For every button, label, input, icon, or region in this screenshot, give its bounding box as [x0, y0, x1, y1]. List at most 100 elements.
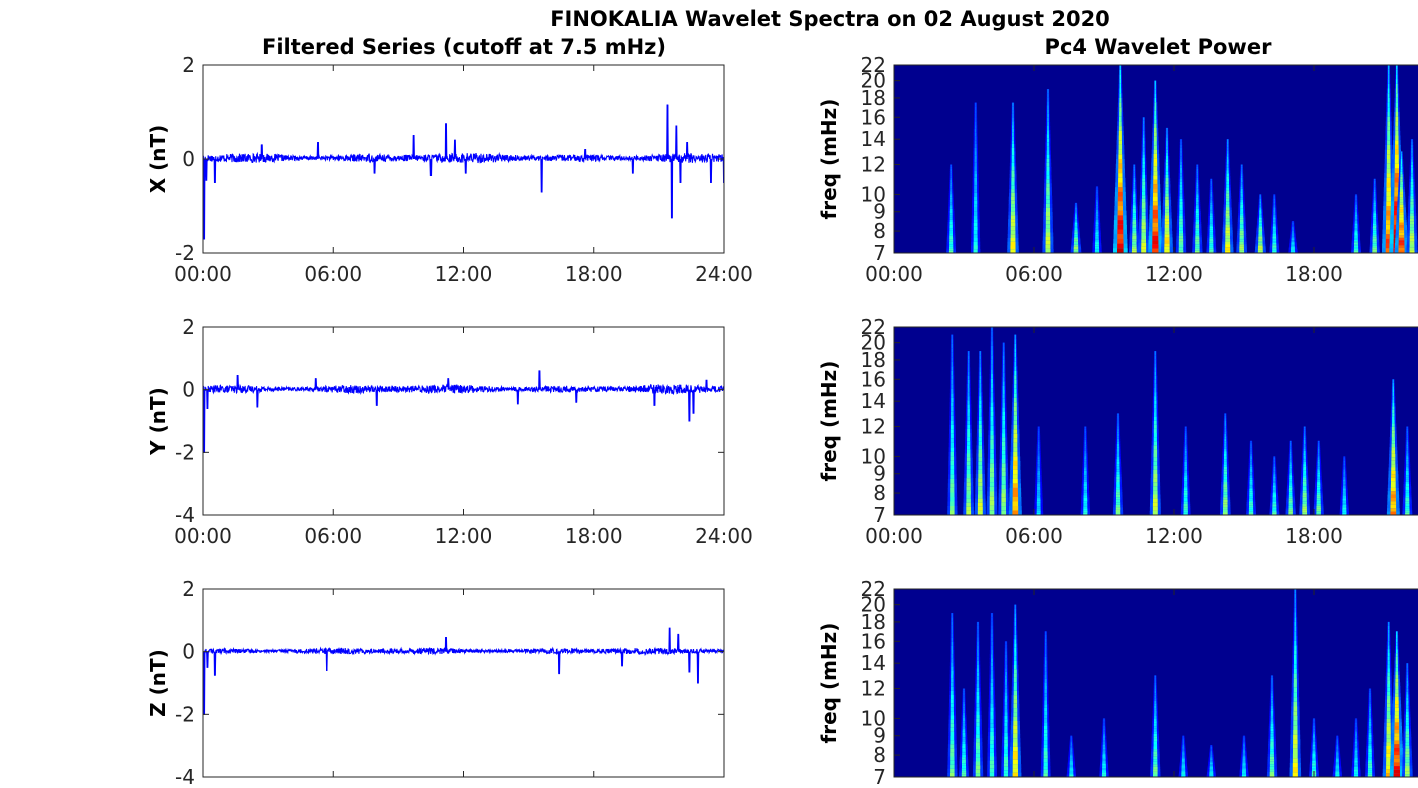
power-burst: [1266, 675, 1278, 777]
power-burst: [946, 164, 957, 253]
power-burst: [1149, 351, 1161, 515]
power-burst: [1112, 413, 1124, 515]
power-burst: [963, 351, 974, 515]
power-burst: [947, 334, 958, 515]
power-burst: [1008, 334, 1022, 515]
x-tick-label: 06:00: [304, 524, 362, 548]
y-tick-label: 12: [861, 415, 886, 439]
x-tick-label: 18:00: [1285, 262, 1343, 286]
y-tick-label: 16: [861, 367, 886, 391]
power-burst: [1332, 735, 1342, 777]
x-tick-label: 12:00: [1145, 262, 1203, 286]
power-burst: [1206, 178, 1217, 253]
y-tick-label: 8: [873, 743, 886, 767]
x-tick-label: 06:00: [1005, 262, 1063, 286]
power-burst: [1239, 735, 1249, 777]
power-burst: [1070, 202, 1082, 253]
power-burst: [1382, 621, 1395, 777]
y-tick-label: 18: [861, 86, 886, 110]
figure-title: FINOKALIA Wavelet Spectra on 02 August 2…: [550, 7, 1110, 31]
power-burst: [1007, 102, 1019, 253]
y-tick-label: 2: [182, 315, 195, 339]
y-tick-label: 2: [182, 577, 195, 601]
y-tick-label: 7: [873, 241, 886, 265]
power-burst: [1365, 688, 1375, 777]
y-tick-label: 20: [861, 69, 886, 93]
y-tick-label: 22: [861, 577, 886, 601]
y-tick-label: 20: [861, 331, 886, 355]
power-burst: [1221, 139, 1234, 253]
power-burst: [1269, 456, 1280, 515]
y-tick-label: -4: [175, 503, 195, 527]
power-burst: [1254, 194, 1266, 253]
y-tick-label: 12: [861, 153, 886, 177]
y-tick-label: 7: [873, 503, 886, 527]
y-tick-label: 18: [861, 348, 886, 372]
y-tick-label: 0: [182, 378, 195, 402]
y-axis-label: X (nT): [146, 125, 170, 194]
x-tick-label: 00:00: [174, 262, 232, 286]
y-tick-label: 10: [861, 706, 886, 730]
y-axis-label: freq (mHz): [817, 99, 841, 220]
data-line: [203, 104, 724, 240]
y-tick-label: 22: [861, 53, 886, 77]
timeseries-panel-x: -2 0 2 00:00 06:00 12:00 18:00 24:00 X (nT): [146, 53, 753, 286]
left-column-title: Filtered Series (cutoff at 7.5 mHz): [262, 35, 666, 59]
x-tick-label: 06:00: [1005, 524, 1063, 548]
y-tick-label: 8: [873, 481, 886, 505]
power-burst: [971, 102, 981, 253]
power-burst: [1406, 139, 1418, 253]
power-burst: [1138, 117, 1150, 253]
power-burst: [1236, 164, 1247, 253]
x-tick-label: 18:00: [565, 262, 623, 286]
right-column-title: Pc4 Wavelet Power: [1045, 35, 1273, 59]
wavelet-power-panel-1: 7891012141618202200:0006:0012:0018:0000f…: [817, 53, 1418, 286]
y-tick-label: -4: [175, 765, 195, 788]
timeseries-panel-z: -4 -2 0 2 Z (nT): [146, 577, 725, 788]
y-tick-label: -2: [175, 440, 195, 464]
power-burst: [1099, 718, 1109, 777]
power-burst: [1285, 440, 1296, 515]
x-tick-label: 18:00: [1285, 524, 1343, 548]
power-burst: [1299, 426, 1310, 515]
power-burst: [1175, 139, 1187, 253]
y-tick-label: 2: [182, 53, 195, 77]
power-burst: [1369, 178, 1380, 253]
x-tick-label: 06:00: [304, 262, 362, 286]
y-tick-label: 14: [861, 651, 886, 675]
power-burst: [1161, 127, 1174, 253]
wavelet-power-panel-2: 7891012141618202200:0006:0012:0018:0000f…: [817, 315, 1418, 548]
power-burst: [1402, 426, 1413, 515]
heatmap-image: [894, 589, 1418, 777]
power-burst: [1042, 89, 1054, 253]
y-tick-label: 9: [873, 200, 886, 224]
y-tick-label: 16: [861, 629, 886, 653]
power-burst: [1001, 641, 1011, 777]
y-tick-label: 22: [861, 315, 886, 339]
y-tick-label: 14: [861, 389, 886, 413]
power-burst: [1382, 65, 1396, 253]
y-tick-label: 8: [873, 219, 886, 243]
power-burst: [959, 688, 969, 777]
y-axis-label: Z (nT): [146, 649, 170, 717]
power-burst: [1351, 194, 1361, 253]
power-burst: [1389, 631, 1404, 777]
power-burst: [1009, 604, 1022, 777]
x-tick-label: 12:00: [1145, 524, 1203, 548]
y-axis-label: freq (mHz): [817, 361, 841, 482]
power-burst: [1269, 194, 1280, 253]
x-tick-label: 00:00: [865, 262, 923, 286]
power-burst: [1040, 631, 1051, 777]
power-burst: [1246, 440, 1256, 515]
y-tick-label: -2: [175, 241, 195, 265]
y-tick-label: 10: [861, 444, 886, 468]
power-burst: [1386, 379, 1400, 515]
data-line: [203, 370, 724, 453]
power-burst: [1351, 718, 1361, 777]
power-burst: [1066, 735, 1076, 777]
power-burst: [972, 621, 984, 777]
y-tick-label: 9: [873, 724, 886, 748]
power-burst: [1178, 735, 1188, 777]
power-burst: [1402, 663, 1413, 777]
